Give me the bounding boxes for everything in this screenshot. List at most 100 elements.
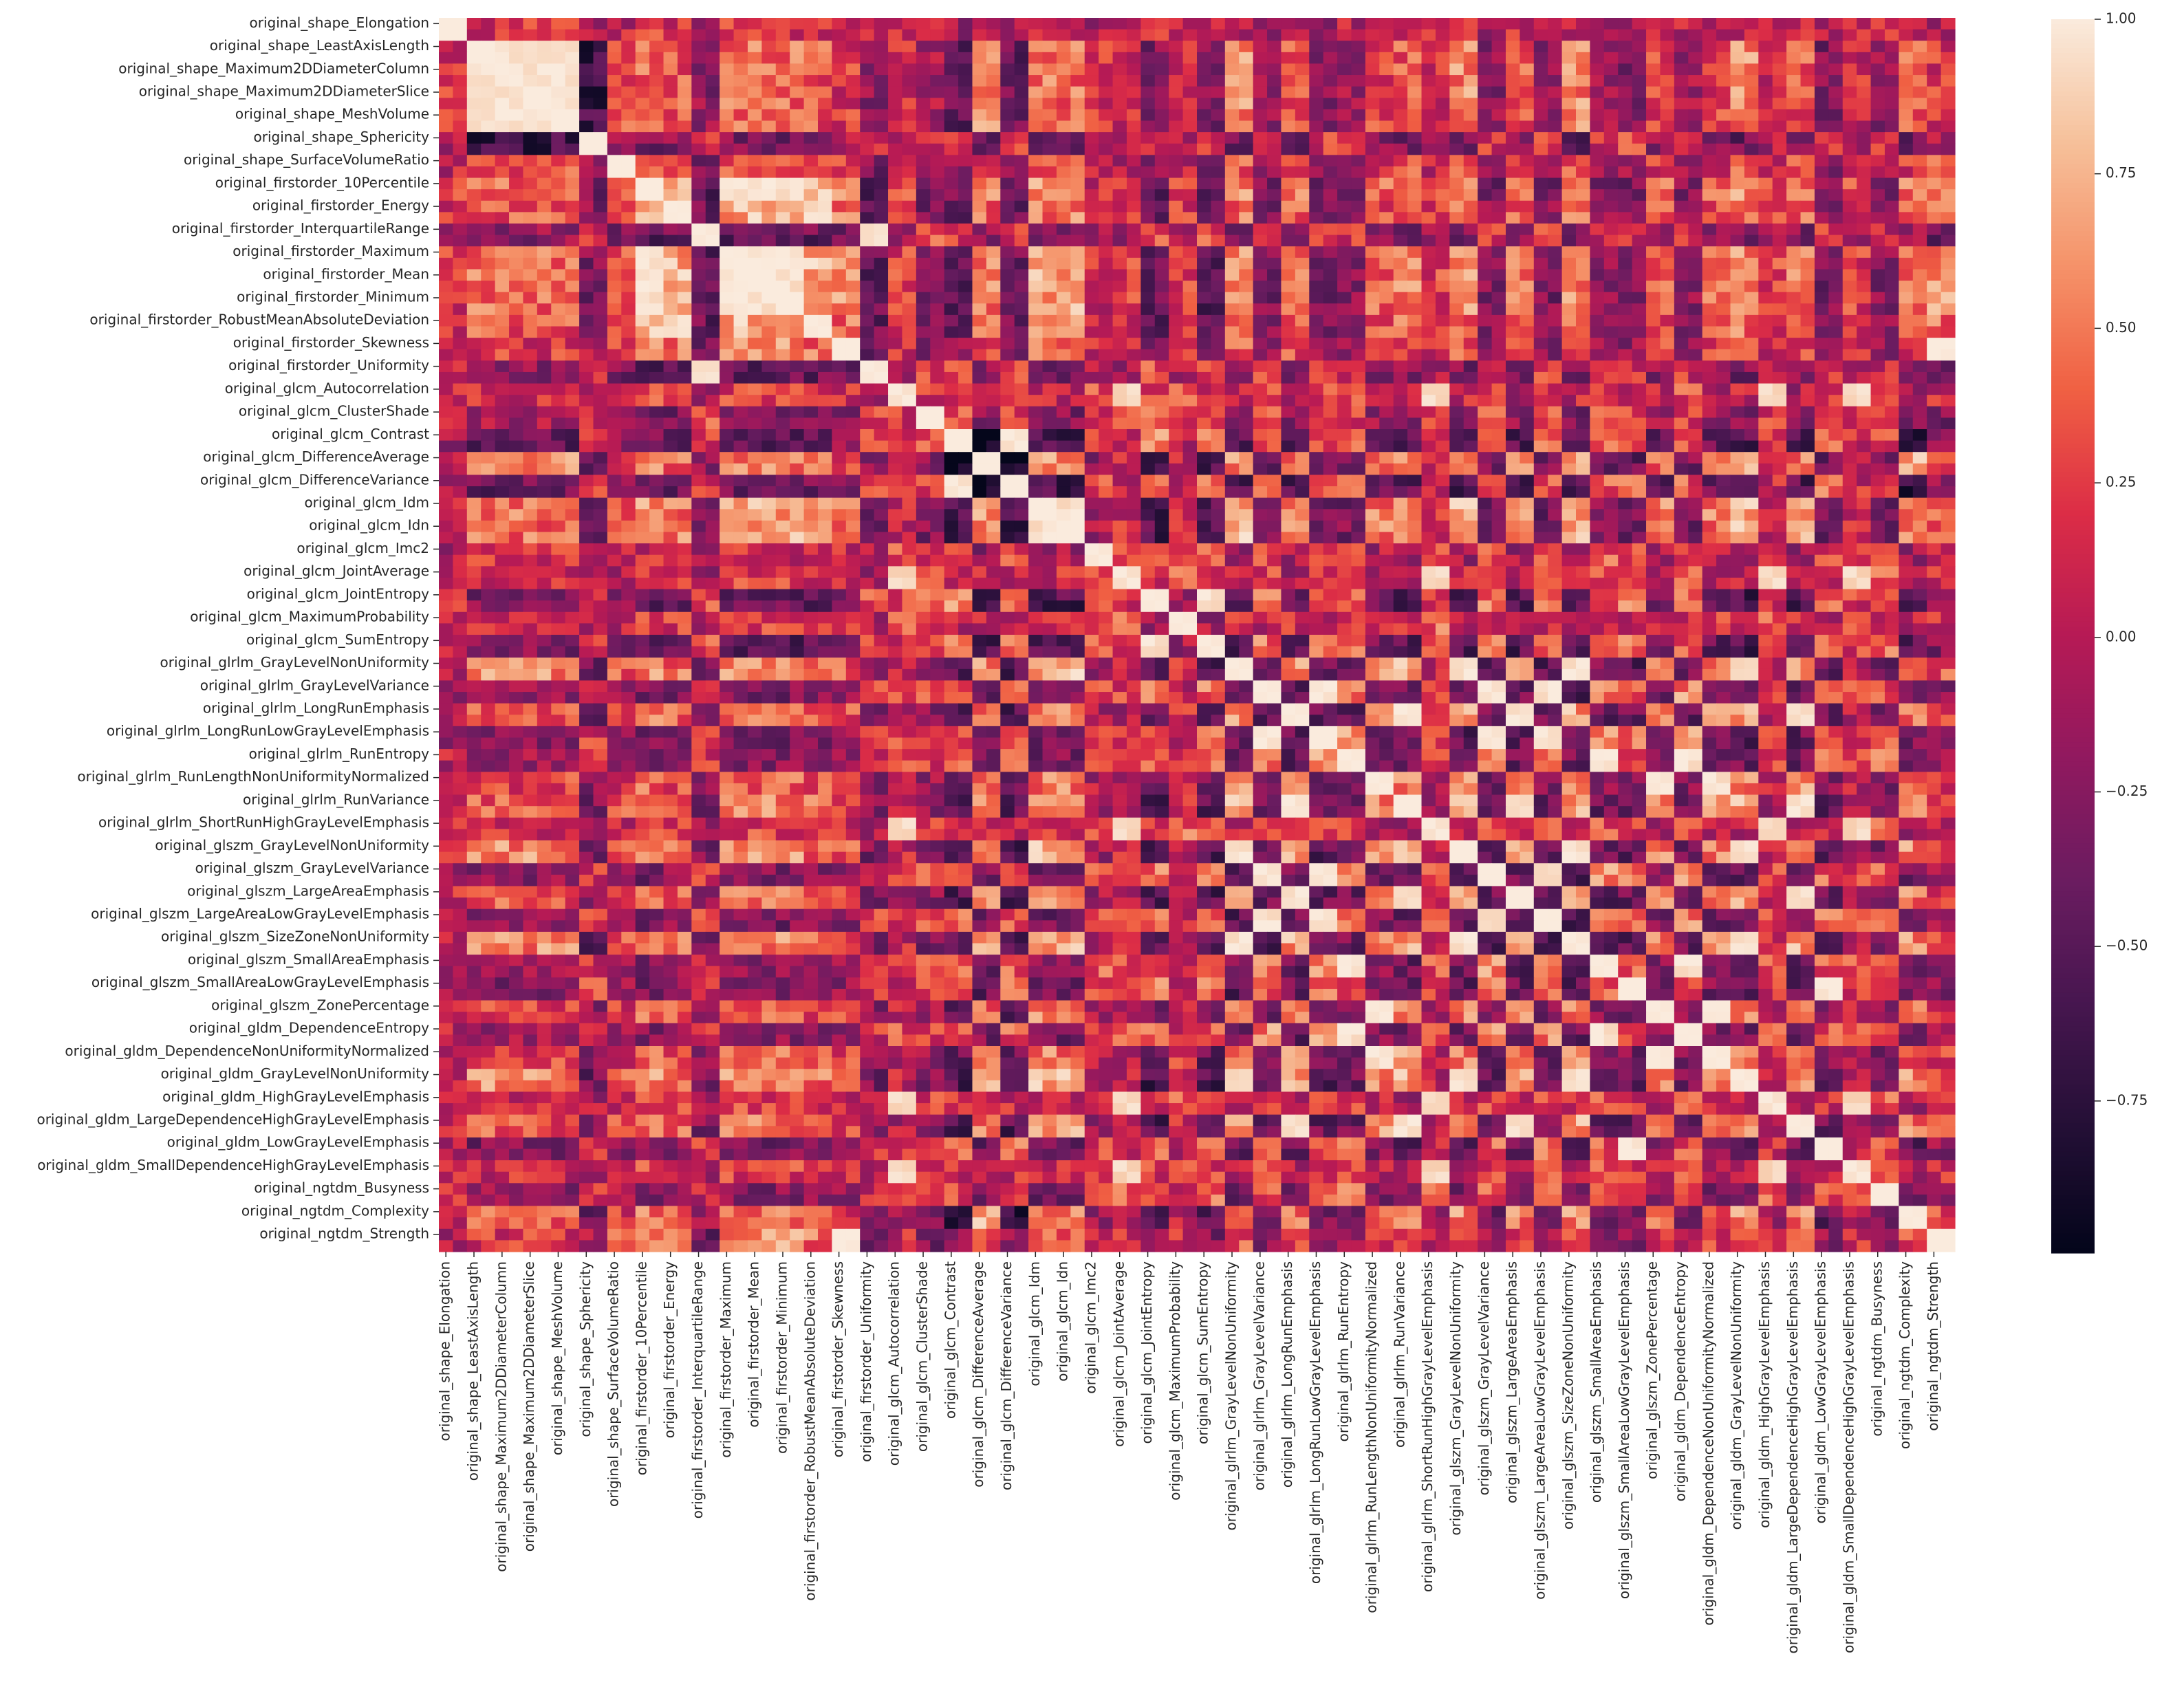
- heatmap-cell: [453, 257, 468, 270]
- heatmap-cell: [1182, 120, 1198, 133]
- heatmap-cell: [1576, 360, 1591, 373]
- heatmap-cell: [1870, 338, 1885, 350]
- heatmap-cell: [635, 155, 650, 167]
- heatmap-cell: [1548, 120, 1563, 133]
- heatmap-cell: [1716, 532, 1731, 544]
- heatmap-cell: [1126, 29, 1141, 41]
- heatmap-cell: [1351, 463, 1366, 476]
- heatmap-cell: [1940, 520, 1956, 533]
- heatmap-cell: [860, 52, 875, 65]
- heatmap-cell: [1014, 440, 1029, 453]
- heatmap-cell: [1744, 63, 1759, 76]
- heatmap-cell: [1940, 166, 1956, 179]
- heatmap-cell: [1660, 532, 1675, 544]
- heatmap-cell: [1042, 200, 1057, 213]
- heatmap-cell: [1365, 120, 1380, 133]
- heatmap-cell: [691, 497, 706, 510]
- heatmap-cell: [944, 281, 959, 293]
- heatmap-cell: [1786, 486, 1802, 499]
- heatmap-cell: [775, 52, 790, 65]
- heatmap-cell: [747, 52, 762, 65]
- heatmap-cell: [1478, 486, 1493, 499]
- heatmap-cell: [1309, 360, 1324, 373]
- heatmap-cell: [466, 292, 482, 304]
- heatmap-cell: [1365, 303, 1380, 316]
- heatmap-cell: [1927, 166, 1942, 179]
- heatmap-cell: [537, 292, 552, 304]
- heatmap-cell: [1197, 98, 1212, 110]
- heatmap-cell: [1520, 18, 1535, 30]
- heatmap-cell: [747, 349, 762, 361]
- heatmap-cell: [1899, 29, 1914, 41]
- heatmap-cell: [1632, 429, 1647, 442]
- heatmap-cell: [972, 41, 987, 53]
- heatmap-cell: [593, 417, 608, 430]
- heatmap-cell: [1421, 52, 1436, 65]
- heatmap-cell: [1632, 63, 1647, 76]
- heatmap-cell: [453, 452, 468, 464]
- heatmap-cell: [803, 120, 819, 133]
- heatmap-cell: [1688, 235, 1703, 247]
- heatmap-cell: [845, 326, 861, 338]
- heatmap-cell: [1000, 371, 1015, 384]
- heatmap-cell: [916, 189, 931, 202]
- heatmap-cell: [1576, 212, 1591, 224]
- heatmap-cell: [1702, 509, 1717, 521]
- heatmap-cell: [1197, 257, 1212, 270]
- heatmap-cell: [607, 41, 622, 53]
- heatmap-cell: [958, 417, 973, 430]
- heatmap-cell: [1267, 257, 1282, 270]
- heatmap-cell: [1154, 417, 1169, 430]
- heatmap-cell: [1618, 371, 1633, 384]
- heatmap-cell: [1056, 463, 1071, 476]
- heatmap-cell: [481, 177, 496, 190]
- heatmap-cell: [466, 52, 482, 65]
- heatmap-cell: [1140, 132, 1156, 144]
- heatmap-cell: [593, 452, 608, 464]
- heatmap-cell: [1758, 246, 1773, 259]
- heatmap-cell: [930, 303, 945, 316]
- heatmap-cell: [958, 303, 973, 316]
- heatmap-cell: [1491, 246, 1506, 259]
- heatmap-cell: [1491, 475, 1506, 487]
- heatmap-cell: [1884, 212, 1899, 224]
- heatmap-cell: [733, 338, 748, 350]
- heatmap-cell: [1927, 269, 1942, 281]
- heatmap-cell: [1393, 463, 1408, 476]
- heatmap-cell: [832, 18, 847, 30]
- heatmap-cell: [775, 532, 790, 544]
- heatmap-cell: [1603, 314, 1619, 327]
- heatmap-cell: [1758, 520, 1773, 533]
- heatmap-cell: [481, 520, 496, 533]
- heatmap-cell: [1084, 120, 1099, 133]
- heatmap-cell: [1126, 429, 1141, 442]
- heatmap-cell: [1379, 281, 1394, 293]
- heatmap-cell: [1070, 371, 1085, 384]
- heatmap-cell: [649, 326, 664, 338]
- heatmap-cell: [1561, 395, 1577, 407]
- heatmap-cell: [1000, 246, 1015, 259]
- heatmap-cell: [1674, 18, 1689, 30]
- heatmap-cell: [1730, 18, 1745, 30]
- heatmap-cell: [551, 109, 566, 122]
- heatmap-cell: [691, 509, 706, 521]
- heatmap-cell: [1239, 406, 1254, 418]
- heatmap-cell: [874, 86, 889, 98]
- heatmap-cell: [1056, 155, 1071, 167]
- heatmap-cell: [1407, 177, 1423, 190]
- heatmap-cell: [902, 41, 917, 53]
- heatmap-cell: [1758, 29, 1773, 41]
- heatmap-cell: [1576, 143, 1591, 155]
- heatmap-cell: [579, 497, 594, 510]
- heatmap-cell: [1603, 269, 1619, 281]
- heatmap-cell: [761, 18, 777, 30]
- heatmap-cell: [1084, 338, 1099, 350]
- heatmap-cell: [958, 177, 973, 190]
- heatmap-cell: [1632, 29, 1647, 41]
- heatmap-cell: [972, 509, 987, 521]
- heatmap-cell: [1267, 452, 1282, 464]
- heatmap-cell: [453, 212, 468, 224]
- heatmap-cell: [818, 440, 833, 453]
- heatmap-cell: [1786, 109, 1802, 122]
